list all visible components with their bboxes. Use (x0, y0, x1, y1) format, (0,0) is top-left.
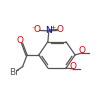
Text: O: O (16, 36, 23, 45)
Text: Br: Br (9, 68, 19, 77)
Text: ⁻: ⁻ (32, 25, 36, 34)
Text: O: O (34, 25, 41, 34)
Text: O: O (70, 62, 77, 71)
Text: +: + (50, 25, 55, 30)
Text: O: O (56, 25, 63, 34)
Text: N: N (45, 26, 52, 35)
Text: O: O (79, 46, 86, 55)
